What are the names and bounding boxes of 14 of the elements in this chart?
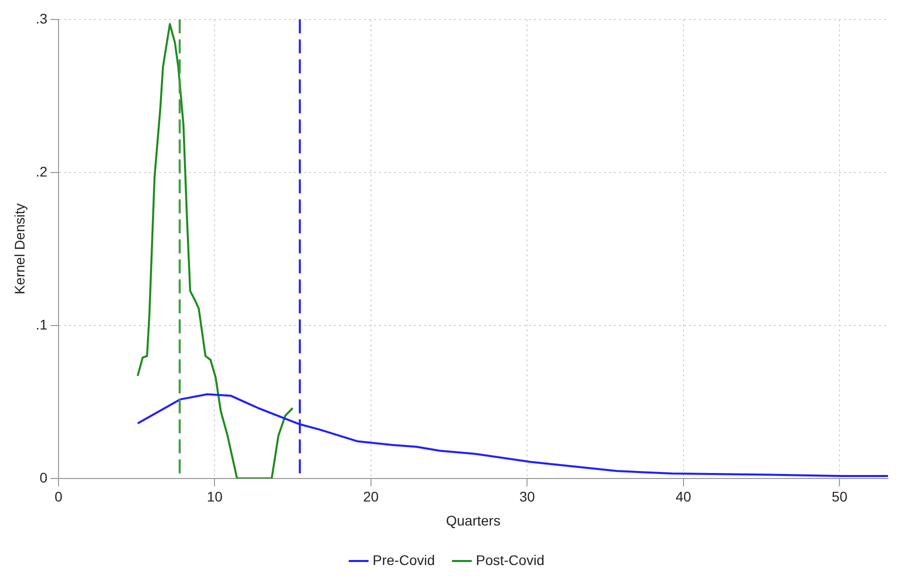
x-axis-title: Quarters bbox=[446, 512, 500, 528]
x-tick-label: 30 bbox=[519, 488, 536, 505]
legend-label: Post-Covid bbox=[476, 552, 544, 568]
x-tick-label: 40 bbox=[676, 488, 692, 505]
y-tick-label: 0 bbox=[40, 469, 48, 486]
x-tick-label: 0 bbox=[54, 488, 63, 505]
x-tick-label: 20 bbox=[363, 488, 379, 505]
legend-label: Pre-Covid bbox=[372, 552, 435, 568]
y-tick-label: .1 bbox=[36, 316, 48, 332]
x-tick-label: 10 bbox=[206, 488, 223, 505]
x-tick-label: 50 bbox=[832, 488, 848, 505]
y-tick-label: .2 bbox=[36, 163, 48, 180]
y-tick-label: .3 bbox=[36, 10, 48, 26]
y-axis-title: Kernel Density bbox=[11, 203, 28, 294]
